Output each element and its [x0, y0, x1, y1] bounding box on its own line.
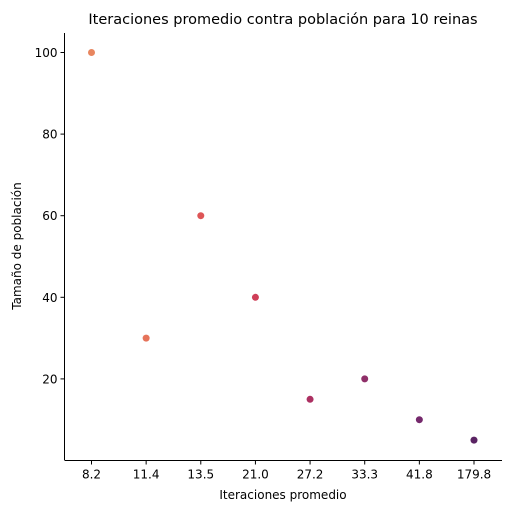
data-point	[142, 334, 150, 342]
data-points	[88, 49, 478, 444]
y-tick-label: 60	[42, 209, 57, 223]
data-point	[415, 416, 423, 424]
y-axis-title: Tamaño de población	[10, 182, 24, 310]
x-tick-label: 27.2	[297, 468, 324, 482]
x-tick-label: 13.5	[187, 468, 214, 482]
chart-title: Iteraciones promedio contra población pa…	[88, 12, 477, 28]
data-point	[197, 212, 205, 220]
data-point	[306, 395, 314, 403]
x-tick-label: 21.0	[242, 468, 269, 482]
x-tick-label: 33.3	[351, 468, 378, 482]
x-tick-label: 8.2	[82, 468, 101, 482]
data-point	[251, 293, 259, 301]
x-tick-label: 41.8	[406, 468, 433, 482]
data-point	[470, 436, 478, 444]
y-axis: 20 40 60 80 100	[35, 33, 65, 460]
y-tick-label: 100	[35, 46, 58, 60]
x-tick-label: 179.8	[457, 468, 491, 482]
x-axis: 8.2 11.4 13.5 21.0 27.2 33.3 41.8 179.8	[64, 460, 502, 482]
x-tick-label: 11.4	[133, 468, 160, 482]
x-axis-title: Iteraciones promedio	[219, 488, 346, 502]
y-tick-label: 80	[42, 128, 57, 142]
y-tick-label: 40	[42, 291, 57, 305]
data-point	[88, 49, 95, 56]
data-point	[361, 375, 369, 383]
y-tick-label: 20	[42, 372, 57, 386]
